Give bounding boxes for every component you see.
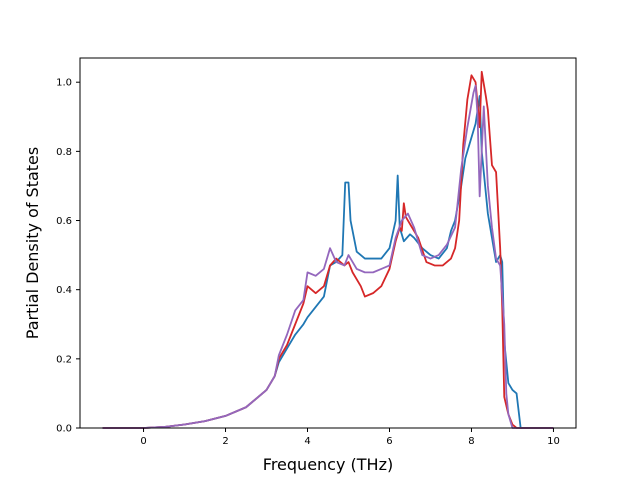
x-axis-ticks: 0 2 4 6 8 10 (140, 428, 560, 447)
y-tick-label: 0.8 (56, 147, 72, 158)
y-tick-label: 0.2 (56, 354, 72, 365)
plot-frame (79, 57, 577, 429)
series-layer (102, 70, 554, 429)
y-tick-label: 1.0 (56, 78, 72, 89)
y-axis-label: Partial Density of States (23, 147, 42, 339)
y-axis-ticks: 0.0 0.2 0.4 0.6 0.8 1.0 (56, 78, 80, 435)
x-tick-label: 4 (304, 436, 310, 447)
x-tick-label: 10 (547, 436, 560, 447)
y-tick-label: 0.0 (56, 424, 72, 435)
y-tick-label: 0.4 (56, 285, 72, 296)
series-line-1 (102, 95, 554, 429)
series-line-3 (102, 84, 554, 429)
x-tick-label: 2 (222, 436, 228, 447)
x-tick-label: 0 (140, 436, 146, 447)
x-tick-label: 8 (468, 436, 474, 447)
y-tick-label: 0.6 (56, 216, 72, 227)
x-tick-label: 6 (386, 436, 392, 447)
series-line-2 (102, 70, 554, 429)
x-axis-label: Frequency (THz) (263, 455, 393, 474)
